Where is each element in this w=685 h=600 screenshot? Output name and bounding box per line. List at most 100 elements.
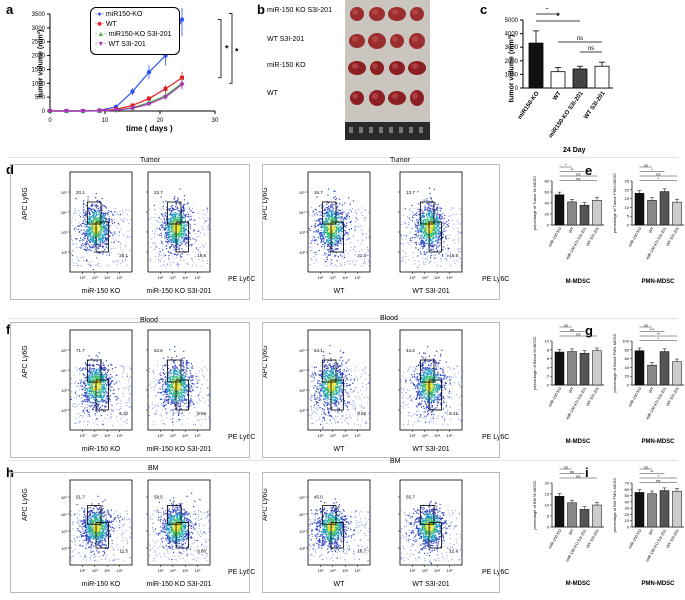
scatter-dot <box>429 192 431 195</box>
scatter-dot <box>87 383 90 385</box>
scatter-dot <box>431 241 434 244</box>
scatter-dot <box>313 240 315 242</box>
scatter-dot <box>111 218 113 221</box>
scatter-dot <box>420 216 423 218</box>
x-tick-label: 30 <box>212 118 219 124</box>
scatter-dot <box>187 264 189 266</box>
scatter-dot <box>101 373 103 375</box>
scatter-dot <box>441 226 443 228</box>
scatter-dot <box>97 222 99 224</box>
scatter-dot <box>120 243 122 245</box>
scatter-dot <box>150 259 152 261</box>
scatter-dot <box>79 216 82 218</box>
scatter-dot <box>91 220 93 222</box>
scatter-dot <box>128 210 130 212</box>
scatter-dot <box>188 216 190 218</box>
scatter-dot <box>114 207 116 209</box>
scatter-dot <box>434 227 436 229</box>
scatter-dot <box>419 224 421 226</box>
scatter-dot <box>460 251 462 253</box>
scatter-dot <box>424 258 426 260</box>
scatter-dot <box>174 249 176 251</box>
scatter-dot <box>96 228 98 230</box>
scatter-dot <box>97 396 99 398</box>
scatter-dot <box>106 232 108 235</box>
scatter-dot <box>106 237 109 239</box>
scatter-dot <box>75 226 77 228</box>
scatter-dot <box>95 406 98 408</box>
scatter-dot <box>90 241 93 243</box>
scatter-dot <box>427 212 429 214</box>
y-tick-label: 1500 <box>32 67 46 73</box>
scatter-dot <box>367 254 369 256</box>
scatter-dot <box>182 213 184 215</box>
scatter-dot <box>427 209 429 211</box>
scatter-dot <box>419 237 421 240</box>
panel-letter-c: c <box>480 2 488 17</box>
scatter-dot <box>411 239 413 241</box>
scatter-dot <box>106 230 108 232</box>
scatter-dot <box>77 382 80 385</box>
scatter-dot <box>424 219 427 221</box>
scatter-dot <box>333 250 335 252</box>
scatter-dot <box>431 204 433 207</box>
scatter-dot <box>113 214 115 216</box>
scatter-dot <box>192 211 195 213</box>
data-point <box>179 82 185 88</box>
scatter-dot <box>334 239 336 242</box>
scatter-dot <box>413 207 415 209</box>
scatter-dot <box>108 254 110 256</box>
scatter-dot <box>345 249 347 251</box>
scatter-dot <box>421 211 423 213</box>
scatter-dot <box>312 236 314 238</box>
scatter-dot <box>336 228 338 230</box>
scatter-dot <box>110 412 112 414</box>
scatter-dot <box>354 209 356 211</box>
tumor-highlight <box>391 63 399 69</box>
scatter-dot <box>123 395 125 397</box>
scatter-dot <box>315 258 317 260</box>
scatter-dot <box>79 379 81 381</box>
scatter-dot <box>105 223 107 225</box>
scatter-dot <box>95 212 98 214</box>
scatter-dot <box>96 385 98 387</box>
scatter-dot <box>426 251 428 253</box>
scatter-dot <box>333 238 336 240</box>
scatter-dot <box>327 202 329 204</box>
scatter-dot <box>92 369 95 371</box>
scatter-dot <box>327 243 329 246</box>
scatter-dot <box>421 230 423 232</box>
scatter-dot <box>341 213 344 216</box>
scatter-dot <box>403 243 405 245</box>
scatter-dot <box>400 243 402 245</box>
scatter-dot <box>416 221 419 223</box>
scatter-dot <box>173 217 175 219</box>
scatter-dot <box>167 222 169 224</box>
scatter-dot <box>94 373 97 375</box>
scatter-dot <box>122 365 124 367</box>
scatter-dot <box>424 209 426 211</box>
scatter-dot <box>70 235 72 237</box>
scatter-dot <box>438 253 440 255</box>
scatter-dot <box>168 385 171 387</box>
scatter-dot <box>186 263 188 265</box>
scatter-dot <box>424 242 426 244</box>
scatter-dot <box>405 256 407 258</box>
scatter-dot <box>121 209 123 211</box>
scatter-dot <box>94 371 96 373</box>
scatter-dot <box>88 400 91 402</box>
scatter-dot <box>437 233 439 235</box>
scatter-dot <box>87 399 90 401</box>
scatter-dot <box>428 212 430 214</box>
scatter-dot <box>104 390 106 392</box>
scatter-dot <box>421 238 423 240</box>
scatter-dot <box>113 235 115 237</box>
scatter-dot <box>96 407 98 409</box>
scatter-dot <box>113 383 115 385</box>
scatter-dot <box>326 212 328 214</box>
scatter-dot <box>84 233 87 235</box>
scatter-dot <box>96 376 98 378</box>
scatter-dot <box>423 253 425 255</box>
scatter-dot <box>435 231 437 233</box>
scatter-dot <box>94 240 96 242</box>
